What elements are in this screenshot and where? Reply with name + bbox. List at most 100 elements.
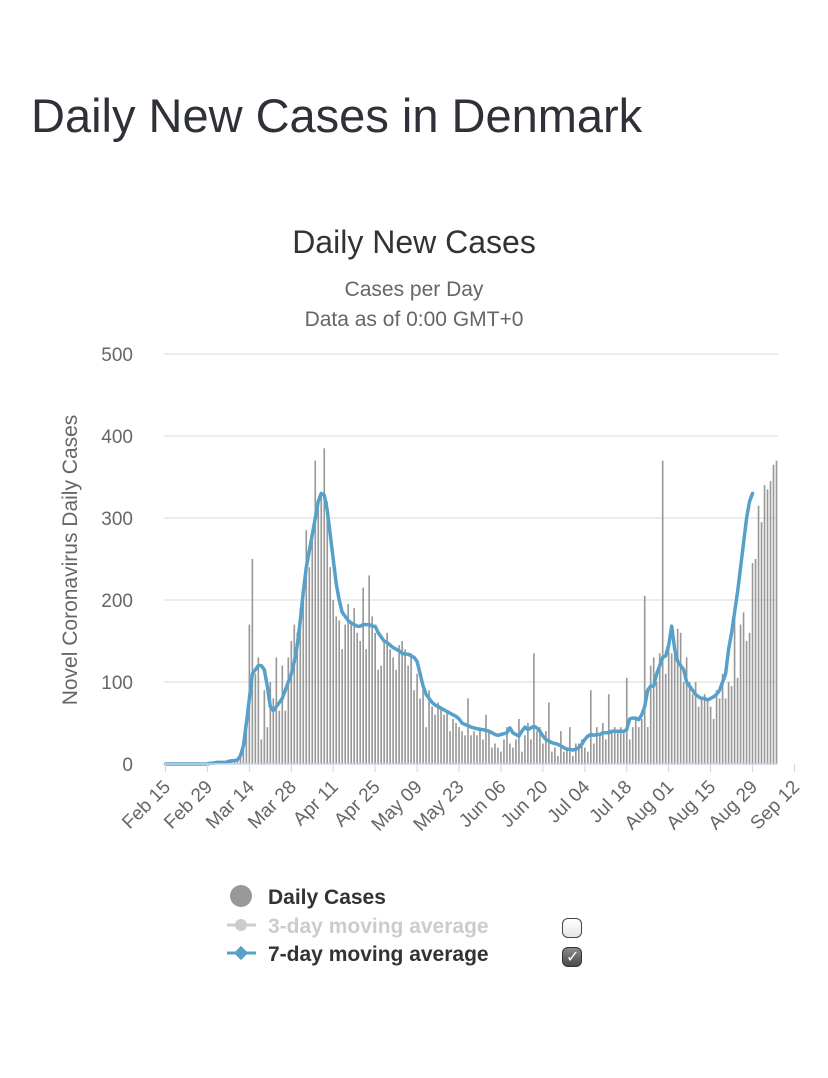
bar[interactable]: [518, 718, 520, 764]
bar[interactable]: [329, 567, 332, 764]
bar[interactable]: [383, 641, 385, 764]
bar[interactable]: [251, 559, 254, 764]
bar[interactable]: [443, 714, 445, 764]
bar[interactable]: [745, 641, 748, 764]
bar[interactable]: [566, 747, 568, 764]
bar[interactable]: [616, 731, 619, 764]
bar[interactable]: [775, 460, 778, 764]
bar[interactable]: [682, 682, 685, 764]
bar[interactable]: [515, 739, 517, 764]
bar[interactable]: [578, 743, 580, 765]
bar[interactable]: [628, 739, 631, 764]
bar[interactable]: [266, 727, 269, 764]
bar[interactable]: [512, 747, 514, 764]
bar[interactable]: [491, 747, 493, 764]
bar[interactable]: [236, 761, 239, 764]
bar[interactable]: [326, 501, 329, 764]
bar[interactable]: [631, 727, 634, 764]
legend-item-3-day-average[interactable]: 3-day moving average: [227, 915, 489, 938]
bar[interactable]: [649, 665, 652, 764]
bar[interactable]: [458, 727, 460, 764]
bar[interactable]: [386, 632, 388, 764]
bar[interactable]: [610, 731, 613, 764]
bar[interactable]: [685, 657, 688, 764]
bar[interactable]: [341, 649, 344, 764]
bar[interactable]: [476, 735, 478, 764]
bar[interactable]: [281, 665, 284, 764]
bar[interactable]: [655, 682, 658, 764]
bar[interactable]: [754, 559, 757, 764]
bar[interactable]: [509, 743, 511, 765]
bar[interactable]: [335, 616, 338, 764]
bar[interactable]: [488, 731, 490, 764]
bar[interactable]: [679, 632, 682, 764]
bar[interactable]: [742, 612, 745, 764]
bar[interactable]: [646, 727, 649, 764]
bar[interactable]: [580, 739, 583, 764]
bar[interactable]: [440, 706, 442, 764]
bar[interactable]: [407, 665, 409, 764]
bar[interactable]: [709, 706, 712, 764]
bar[interactable]: [697, 706, 700, 764]
bar[interactable]: [293, 624, 296, 764]
bar[interactable]: [401, 641, 403, 764]
bar[interactable]: [260, 739, 263, 764]
bar[interactable]: [359, 641, 362, 764]
bar[interactable]: [545, 731, 547, 764]
bar[interactable]: [461, 731, 463, 764]
bar[interactable]: [604, 739, 607, 764]
bar[interactable]: [452, 718, 454, 764]
bar[interactable]: [694, 682, 697, 764]
bar[interactable]: [583, 747, 586, 764]
bar[interactable]: [643, 595, 646, 764]
bar[interactable]: [287, 657, 290, 764]
bar[interactable]: [688, 682, 691, 764]
bar[interactable]: [497, 747, 499, 764]
bar[interactable]: [712, 718, 715, 764]
bar[interactable]: [431, 706, 433, 764]
bar[interactable]: [338, 620, 341, 765]
bar[interactable]: [299, 608, 302, 764]
bar[interactable]: [706, 698, 709, 764]
bar[interactable]: [664, 673, 667, 764]
bar[interactable]: [772, 464, 775, 764]
bar[interactable]: [482, 739, 484, 764]
bar[interactable]: [676, 628, 679, 764]
bar[interactable]: [721, 673, 724, 764]
toggle-7-day-average-checkbox[interactable]: ✓: [562, 947, 582, 967]
bar[interactable]: [350, 624, 353, 764]
bar[interactable]: [395, 669, 397, 764]
bar[interactable]: [548, 702, 550, 765]
bar[interactable]: [652, 657, 655, 764]
bar[interactable]: [323, 448, 326, 764]
bar[interactable]: [575, 743, 577, 765]
bar[interactable]: [533, 653, 535, 764]
bar[interactable]: [727, 682, 730, 764]
bar[interactable]: [500, 751, 502, 764]
bar[interactable]: [763, 485, 766, 764]
bar[interactable]: [766, 489, 769, 764]
bar[interactable]: [242, 744, 245, 764]
legend-item-daily-cases[interactable]: Daily Cases: [230, 885, 386, 909]
bar[interactable]: [398, 645, 400, 764]
bar[interactable]: [455, 723, 457, 764]
bar[interactable]: [485, 714, 487, 764]
bar[interactable]: [595, 727, 598, 764]
bar[interactable]: [347, 604, 350, 764]
bar[interactable]: [739, 624, 742, 764]
bar[interactable]: [470, 735, 472, 764]
bar[interactable]: [530, 739, 532, 764]
bar[interactable]: [661, 460, 664, 764]
bar[interactable]: [371, 616, 373, 764]
bar[interactable]: [479, 727, 481, 764]
bar[interactable]: [667, 649, 670, 764]
bar[interactable]: [269, 682, 272, 764]
bar[interactable]: [410, 653, 412, 764]
bar[interactable]: [344, 624, 347, 764]
bar[interactable]: [757, 505, 760, 764]
bar[interactable]: [592, 743, 595, 765]
bar[interactable]: [311, 534, 314, 764]
bar[interactable]: [670, 653, 673, 764]
bar[interactable]: [356, 632, 359, 764]
bar[interactable]: [320, 493, 323, 764]
